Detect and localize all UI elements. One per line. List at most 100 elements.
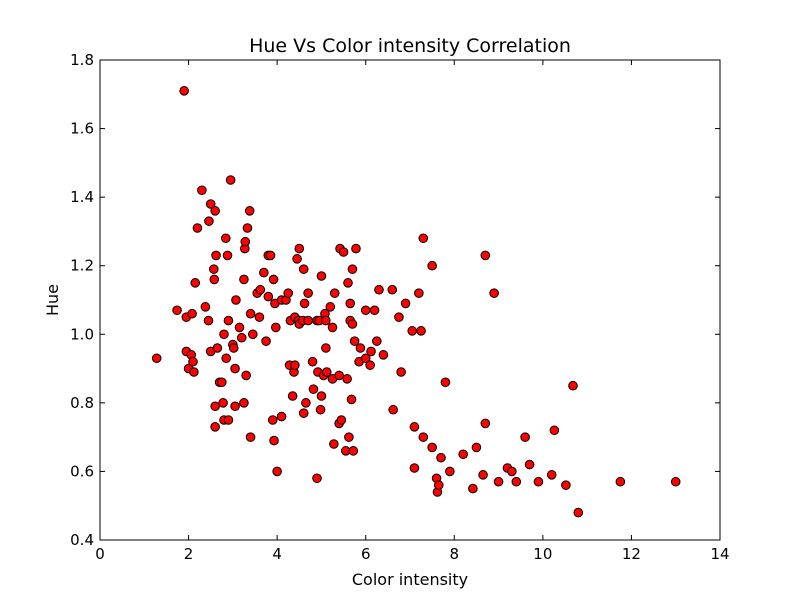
data-point xyxy=(371,336,382,346)
data-point xyxy=(192,223,203,233)
points-layer xyxy=(151,86,681,518)
y-tick-label: 1.6 xyxy=(70,120,94,138)
data-point xyxy=(239,274,249,285)
data-point xyxy=(369,305,380,316)
x-tick-label: 8 xyxy=(450,545,460,563)
data-point xyxy=(219,329,229,340)
data-point xyxy=(197,185,207,196)
data-point xyxy=(283,288,294,298)
data-point xyxy=(533,476,544,487)
data-point xyxy=(290,360,300,370)
x-tick-label: 6 xyxy=(361,545,371,563)
data-point xyxy=(218,398,228,408)
plot-layer: 0 2 4 6 8 10 12 14 0.4 0.6 0.8 1.0 1.2 1.4 1.6 1.8 xyxy=(70,51,729,563)
data-point xyxy=(200,302,211,312)
data-point xyxy=(478,470,488,480)
data-point xyxy=(205,199,216,209)
data-point xyxy=(468,483,478,494)
data-point xyxy=(242,223,253,233)
data-point xyxy=(378,350,389,360)
data-point xyxy=(234,322,245,333)
data-point xyxy=(245,432,256,442)
data-point xyxy=(209,274,220,285)
data-point xyxy=(307,356,318,367)
data-point xyxy=(445,466,455,477)
data-point xyxy=(360,305,371,316)
data-point xyxy=(269,435,279,446)
data-point xyxy=(343,278,353,288)
plot-frame xyxy=(99,59,721,541)
data-point xyxy=(211,250,221,261)
data-point xyxy=(172,305,182,316)
data-point xyxy=(427,260,437,271)
data-point xyxy=(507,466,517,477)
data-point xyxy=(189,367,199,377)
y-tick-label: 1.0 xyxy=(70,325,94,343)
chart-title: Hue Vs Color intensity Correlation xyxy=(249,35,571,57)
data-point xyxy=(549,425,560,436)
data-point xyxy=(524,459,535,470)
x-tick-label: 4 xyxy=(272,545,282,563)
data-point xyxy=(204,216,214,226)
data-point xyxy=(239,398,249,408)
data-point xyxy=(568,380,578,391)
data-point xyxy=(347,264,358,274)
data-point xyxy=(268,274,279,285)
data-point xyxy=(271,322,281,333)
data-point xyxy=(255,284,266,295)
data-point xyxy=(329,439,339,449)
data-point xyxy=(418,432,429,442)
data-point xyxy=(265,250,276,261)
data-point xyxy=(334,370,344,381)
y-tick-label: 0.6 xyxy=(70,462,94,480)
data-point xyxy=(348,446,359,456)
y-tick-label: 1.4 xyxy=(70,188,94,206)
data-point xyxy=(440,377,451,388)
data-point xyxy=(394,312,404,322)
data-point xyxy=(321,367,332,377)
data-point xyxy=(303,315,313,326)
data-point xyxy=(511,476,522,487)
data-point xyxy=(228,343,239,353)
data-point xyxy=(520,432,530,442)
data-point xyxy=(301,398,311,408)
data-point xyxy=(409,463,420,473)
y-tick-label: 0.8 xyxy=(70,394,94,412)
data-point xyxy=(298,408,309,418)
data-point xyxy=(388,404,398,415)
x-tick-label: 14 xyxy=(710,545,729,563)
data-point xyxy=(212,343,223,353)
y-tick-label: 1.8 xyxy=(70,51,94,69)
data-point xyxy=(312,473,322,484)
data-point xyxy=(190,278,201,288)
data-point xyxy=(347,319,358,329)
data-point xyxy=(480,250,491,261)
data-point xyxy=(315,404,326,415)
data-point xyxy=(458,449,468,460)
data-point xyxy=(210,206,220,216)
data-point xyxy=(471,442,482,453)
data-point xyxy=(365,360,375,370)
data-point xyxy=(360,353,371,364)
data-point xyxy=(240,236,251,247)
data-point xyxy=(230,363,240,374)
data-point xyxy=(261,336,271,346)
data-point xyxy=(254,312,265,322)
data-point xyxy=(220,233,231,244)
data-point xyxy=(325,302,336,312)
data-point xyxy=(345,298,356,309)
data-point xyxy=(316,271,327,281)
data-point xyxy=(416,326,426,336)
data-point xyxy=(216,377,227,388)
data-point xyxy=(247,329,258,340)
data-point xyxy=(407,326,418,336)
x-tick-label: 2 xyxy=(184,545,194,563)
data-point xyxy=(221,353,232,364)
data-point xyxy=(351,243,361,254)
data-point xyxy=(272,466,282,477)
data-point xyxy=(292,254,302,264)
data-point xyxy=(303,288,313,298)
data-point xyxy=(409,422,420,432)
data-point xyxy=(299,298,310,309)
data-point xyxy=(287,391,298,401)
